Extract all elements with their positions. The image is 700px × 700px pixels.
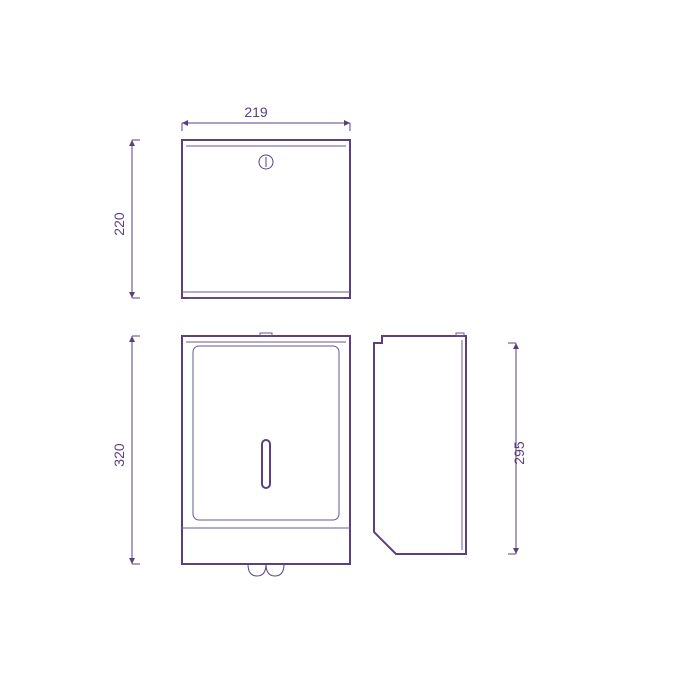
dim-width-label: 219 (244, 104, 268, 120)
dim-side-height-label: 295 (511, 441, 527, 465)
dim-front-height-label: 320 (111, 443, 127, 467)
dispense-slot-icon (262, 440, 270, 488)
side-view-body (374, 336, 466, 554)
front-view-panel (193, 346, 339, 520)
front-view-nub (260, 333, 272, 336)
dim-top-height-label: 220 (111, 212, 127, 236)
side-view-nub (456, 333, 464, 336)
paper-tongue-icon (248, 564, 284, 576)
front-view-body (182, 336, 350, 564)
